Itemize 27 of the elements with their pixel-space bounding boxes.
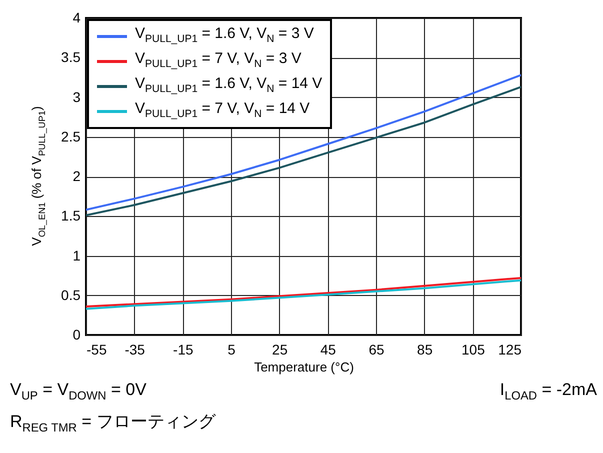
- x-tick-label: 45: [320, 342, 336, 358]
- y-tick-label: 0: [72, 326, 81, 342]
- x-tick-label: 85: [417, 342, 433, 358]
- text: R$_{REG TMR}$ = フローティング: [10, 411, 216, 434]
- y-tick-label: 0.5: [61, 286, 81, 303]
- x-tick-label: 125: [498, 342, 522, 358]
- text: I$_{LOAD}$ = -2mA: [500, 380, 597, 402]
- y-tick-label: 2: [72, 168, 81, 184]
- x-tick-label: 5: [228, 342, 236, 358]
- x-tick-label: -35: [124, 342, 146, 358]
- x-tick-label: 105: [461, 342, 486, 358]
- text: V$_{UP}$ = V$_{DOWN}$ = 0V: [10, 380, 146, 402]
- legend-label: V$_{PULL_UP1}$ = 1.6 V, V$_{N}$ = 3 V: [135, 24, 314, 47]
- x-tick-label: 25: [272, 342, 288, 358]
- y-tick-label: 3.5: [61, 49, 81, 66]
- x-tick-label: 65: [368, 342, 384, 358]
- legend-label: V$_{PULL_UP1}$ = 7 V, V$_{N}$ = 3 V: [135, 49, 302, 72]
- x-tick-label: -55: [86, 342, 107, 358]
- x-axis-title: Temperature (°C): [254, 360, 354, 374]
- legend-label: V$_{PULL_UP1}$ = 1.6 V, V$_{N}$ = 14 V: [135, 74, 322, 97]
- y-tick-label: 4: [72, 10, 81, 26]
- y-tick-label: 3: [72, 88, 81, 105]
- y-tick-label: 2.5: [61, 128, 81, 144]
- x-tick-label: -15: [173, 342, 194, 358]
- legend-label: V$_{PULL_UP1}$ = 7 V, V$_{N}$ = 14 V: [135, 99, 310, 122]
- y-tick-label: 1.5: [61, 208, 81, 224]
- y-tick-label: 1: [72, 247, 81, 264]
